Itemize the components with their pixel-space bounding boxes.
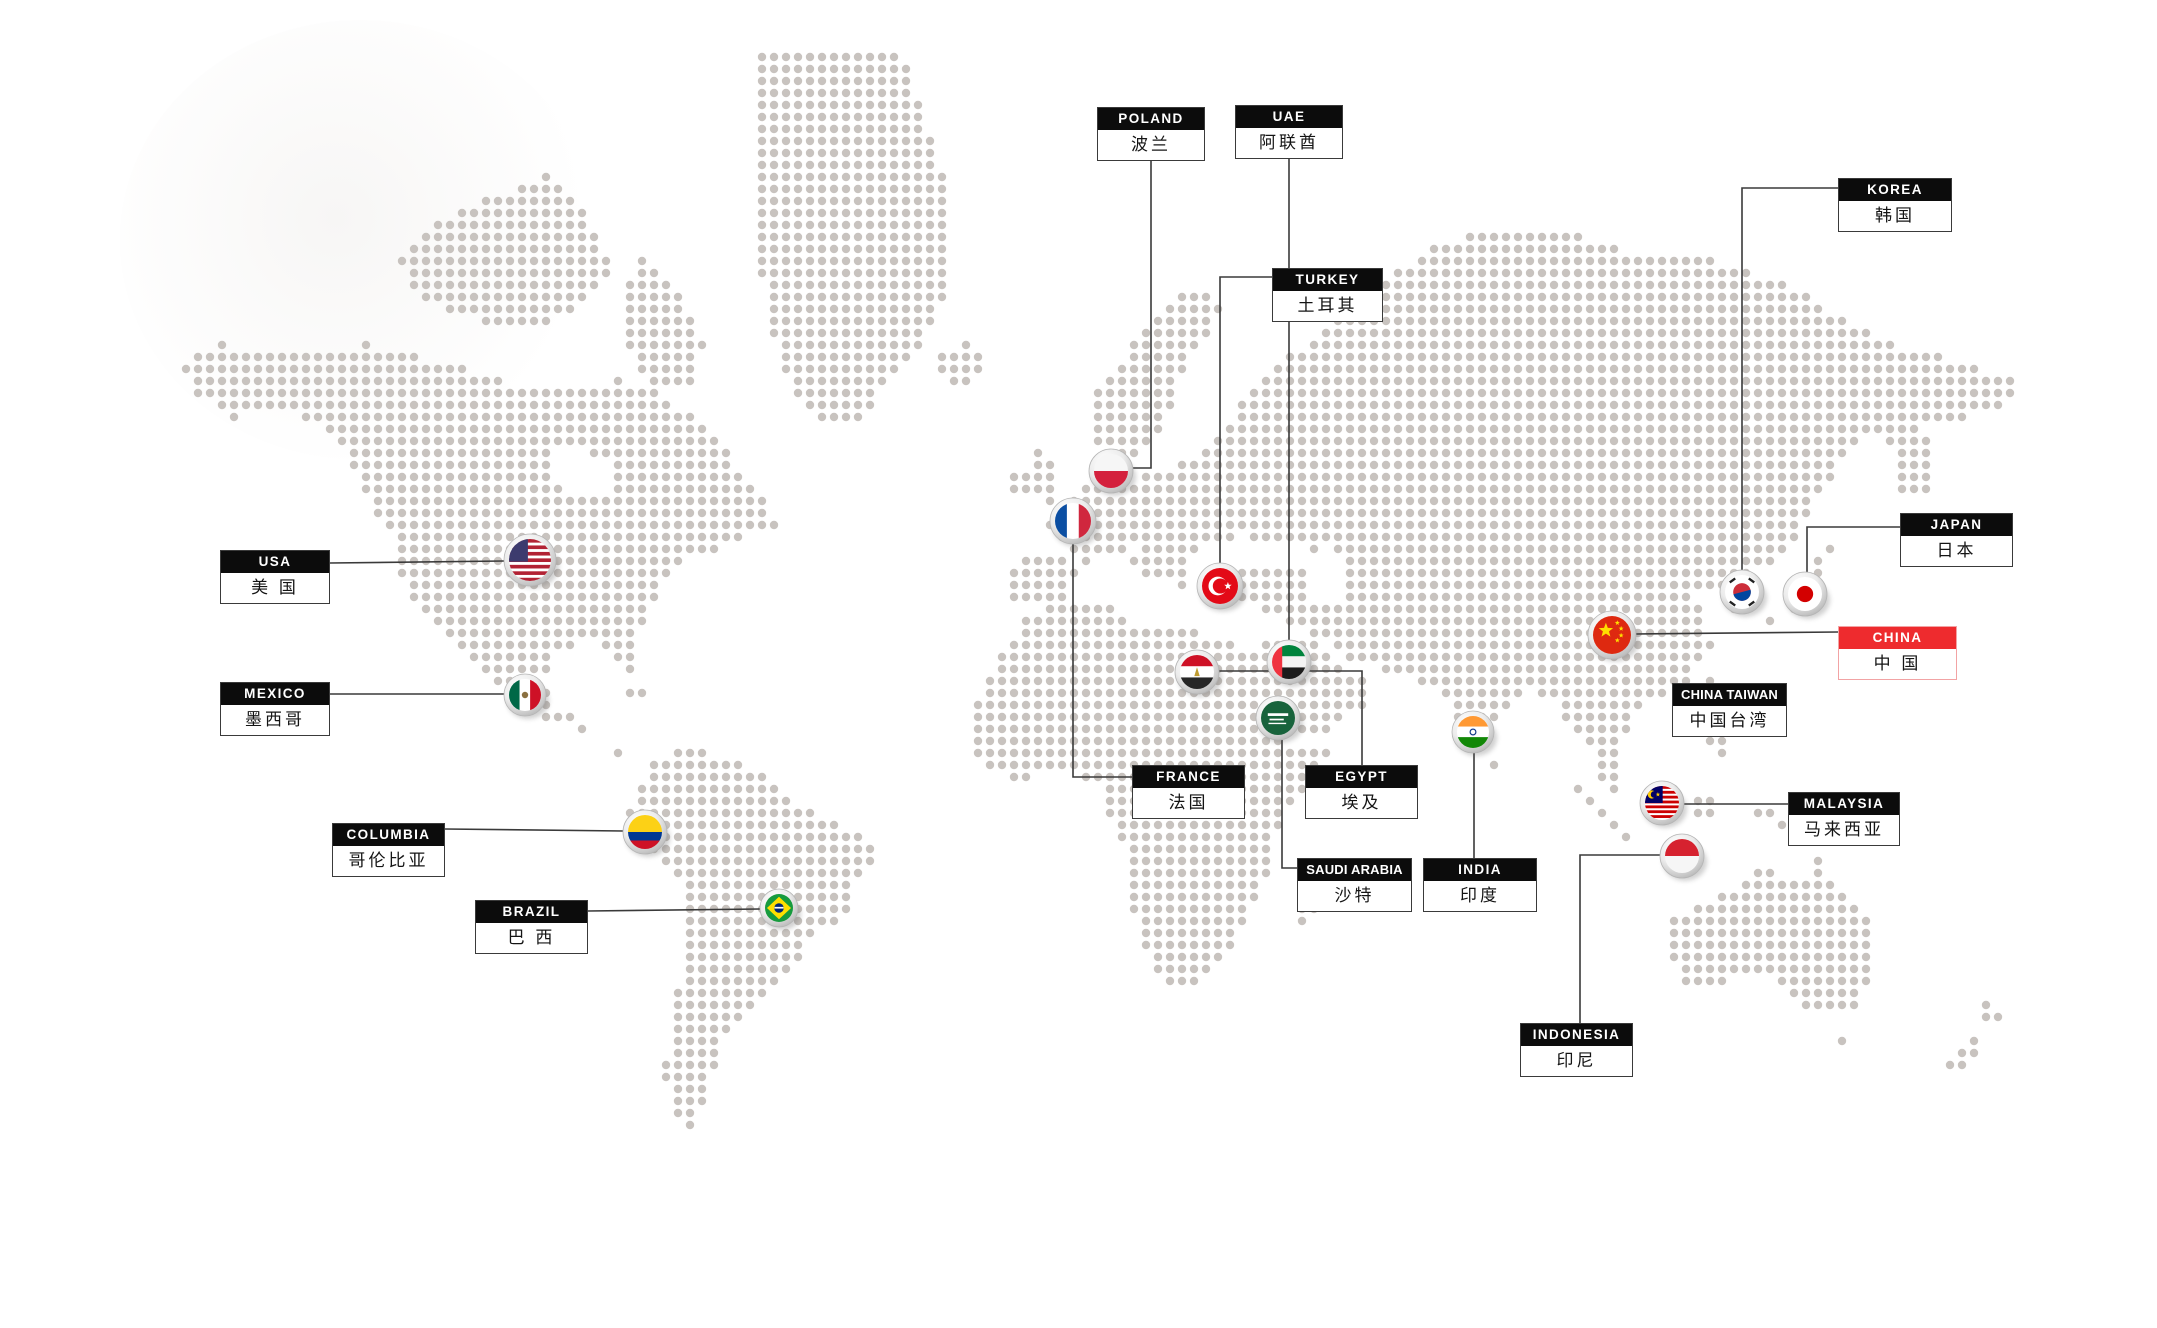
india-flag-icon: [1457, 716, 1489, 748]
flag-pin-japan: [1782, 571, 1830, 619]
connector-france: [1072, 544, 1132, 778]
flag-pin-malaysia: [1639, 780, 1687, 828]
connector-korea: [1741, 187, 1838, 570]
connector-poland: [1133, 160, 1152, 469]
connector-usa: [329, 560, 505, 564]
connector-columbia: [444, 828, 624, 832]
flag-pin-mexico: [503, 673, 549, 719]
flag-pins: [503, 448, 1830, 931]
china-flag-icon: [1593, 616, 1631, 654]
poland-flag-icon: [1094, 454, 1128, 488]
connector-japan: [1806, 526, 1900, 572]
flag-pin-brazil: [759, 888, 801, 931]
flag-pin-indonesia: [1659, 833, 1707, 881]
france-flag-icon: [1055, 503, 1091, 539]
connector-brazil: [587, 908, 761, 912]
flag-pin-columbia: [622, 809, 670, 857]
turkey-flag-icon: [1202, 568, 1238, 604]
flag-pin-france: [1049, 497, 1099, 547]
flag-pin-saudi-arabia: [1255, 695, 1303, 743]
malaysia-flag-icon: [1645, 786, 1679, 820]
connector-indonesia: [1579, 854, 1660, 1023]
flag-pin-china: [1587, 610, 1639, 662]
flag-pin-usa: [503, 533, 559, 589]
map-dots: [181, 52, 2015, 1130]
flag-pin-turkey: [1196, 562, 1246, 612]
flag-pin-egypt: [1174, 649, 1222, 697]
connector-saudi-arabia: [1281, 740, 1297, 869]
egypt-flag-icon: [1180, 655, 1214, 689]
flag-pin-uae: [1266, 639, 1314, 687]
indonesia-flag-icon: [1665, 839, 1699, 873]
uae-flag-icon: [1272, 645, 1306, 679]
korea-flag-icon: [1725, 575, 1759, 609]
brazil-flag-icon: [765, 894, 793, 922]
columbia-flag-icon: [628, 815, 662, 849]
connector-china: [1635, 631, 1839, 635]
japan-flag-icon: [1788, 577, 1822, 611]
connector-turkey: [1219, 276, 1272, 563]
flag-pin-india: [1451, 710, 1497, 756]
mexico-flag-icon: [509, 679, 541, 711]
connector-lines: [329, 158, 1900, 1023]
flag-pin-poland: [1088, 448, 1136, 496]
flag-pin-korea: [1719, 569, 1767, 617]
connector-egypt: [1219, 670, 1363, 765]
saudi-arabia-flag-icon: [1261, 701, 1295, 735]
